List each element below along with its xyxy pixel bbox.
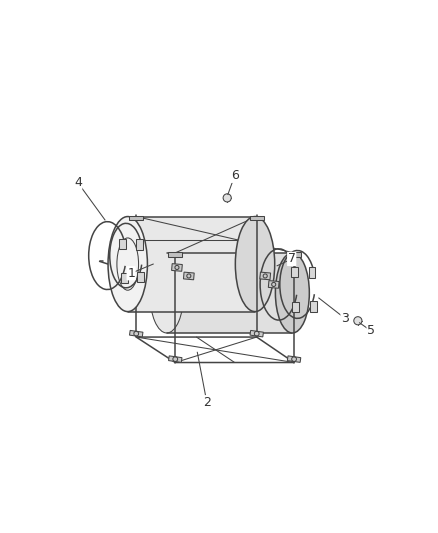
Polygon shape [129,216,143,221]
Ellipse shape [150,253,184,333]
Polygon shape [121,272,127,282]
Polygon shape [292,302,299,312]
Polygon shape [250,330,263,337]
Polygon shape [130,330,143,337]
Text: 3: 3 [341,312,349,325]
Ellipse shape [235,216,275,312]
Polygon shape [136,239,143,249]
Polygon shape [309,268,315,278]
Polygon shape [168,252,182,257]
Polygon shape [120,239,126,249]
Polygon shape [287,252,301,257]
Polygon shape [287,356,301,362]
Polygon shape [291,266,298,277]
Text: 1: 1 [127,266,135,280]
Polygon shape [169,356,182,362]
Polygon shape [138,272,144,282]
Text: 5: 5 [367,325,375,337]
Polygon shape [167,253,293,333]
Polygon shape [184,272,194,280]
Polygon shape [260,272,271,280]
Text: 4: 4 [74,176,82,189]
Text: 6: 6 [231,169,239,182]
Polygon shape [128,216,255,312]
Ellipse shape [108,216,148,312]
Polygon shape [172,264,182,271]
Text: 2: 2 [203,395,211,409]
Text: 7: 7 [288,253,296,265]
Ellipse shape [276,253,309,333]
Polygon shape [250,216,264,221]
Circle shape [223,194,231,202]
Polygon shape [268,280,279,288]
Polygon shape [310,302,317,312]
Circle shape [354,317,362,325]
